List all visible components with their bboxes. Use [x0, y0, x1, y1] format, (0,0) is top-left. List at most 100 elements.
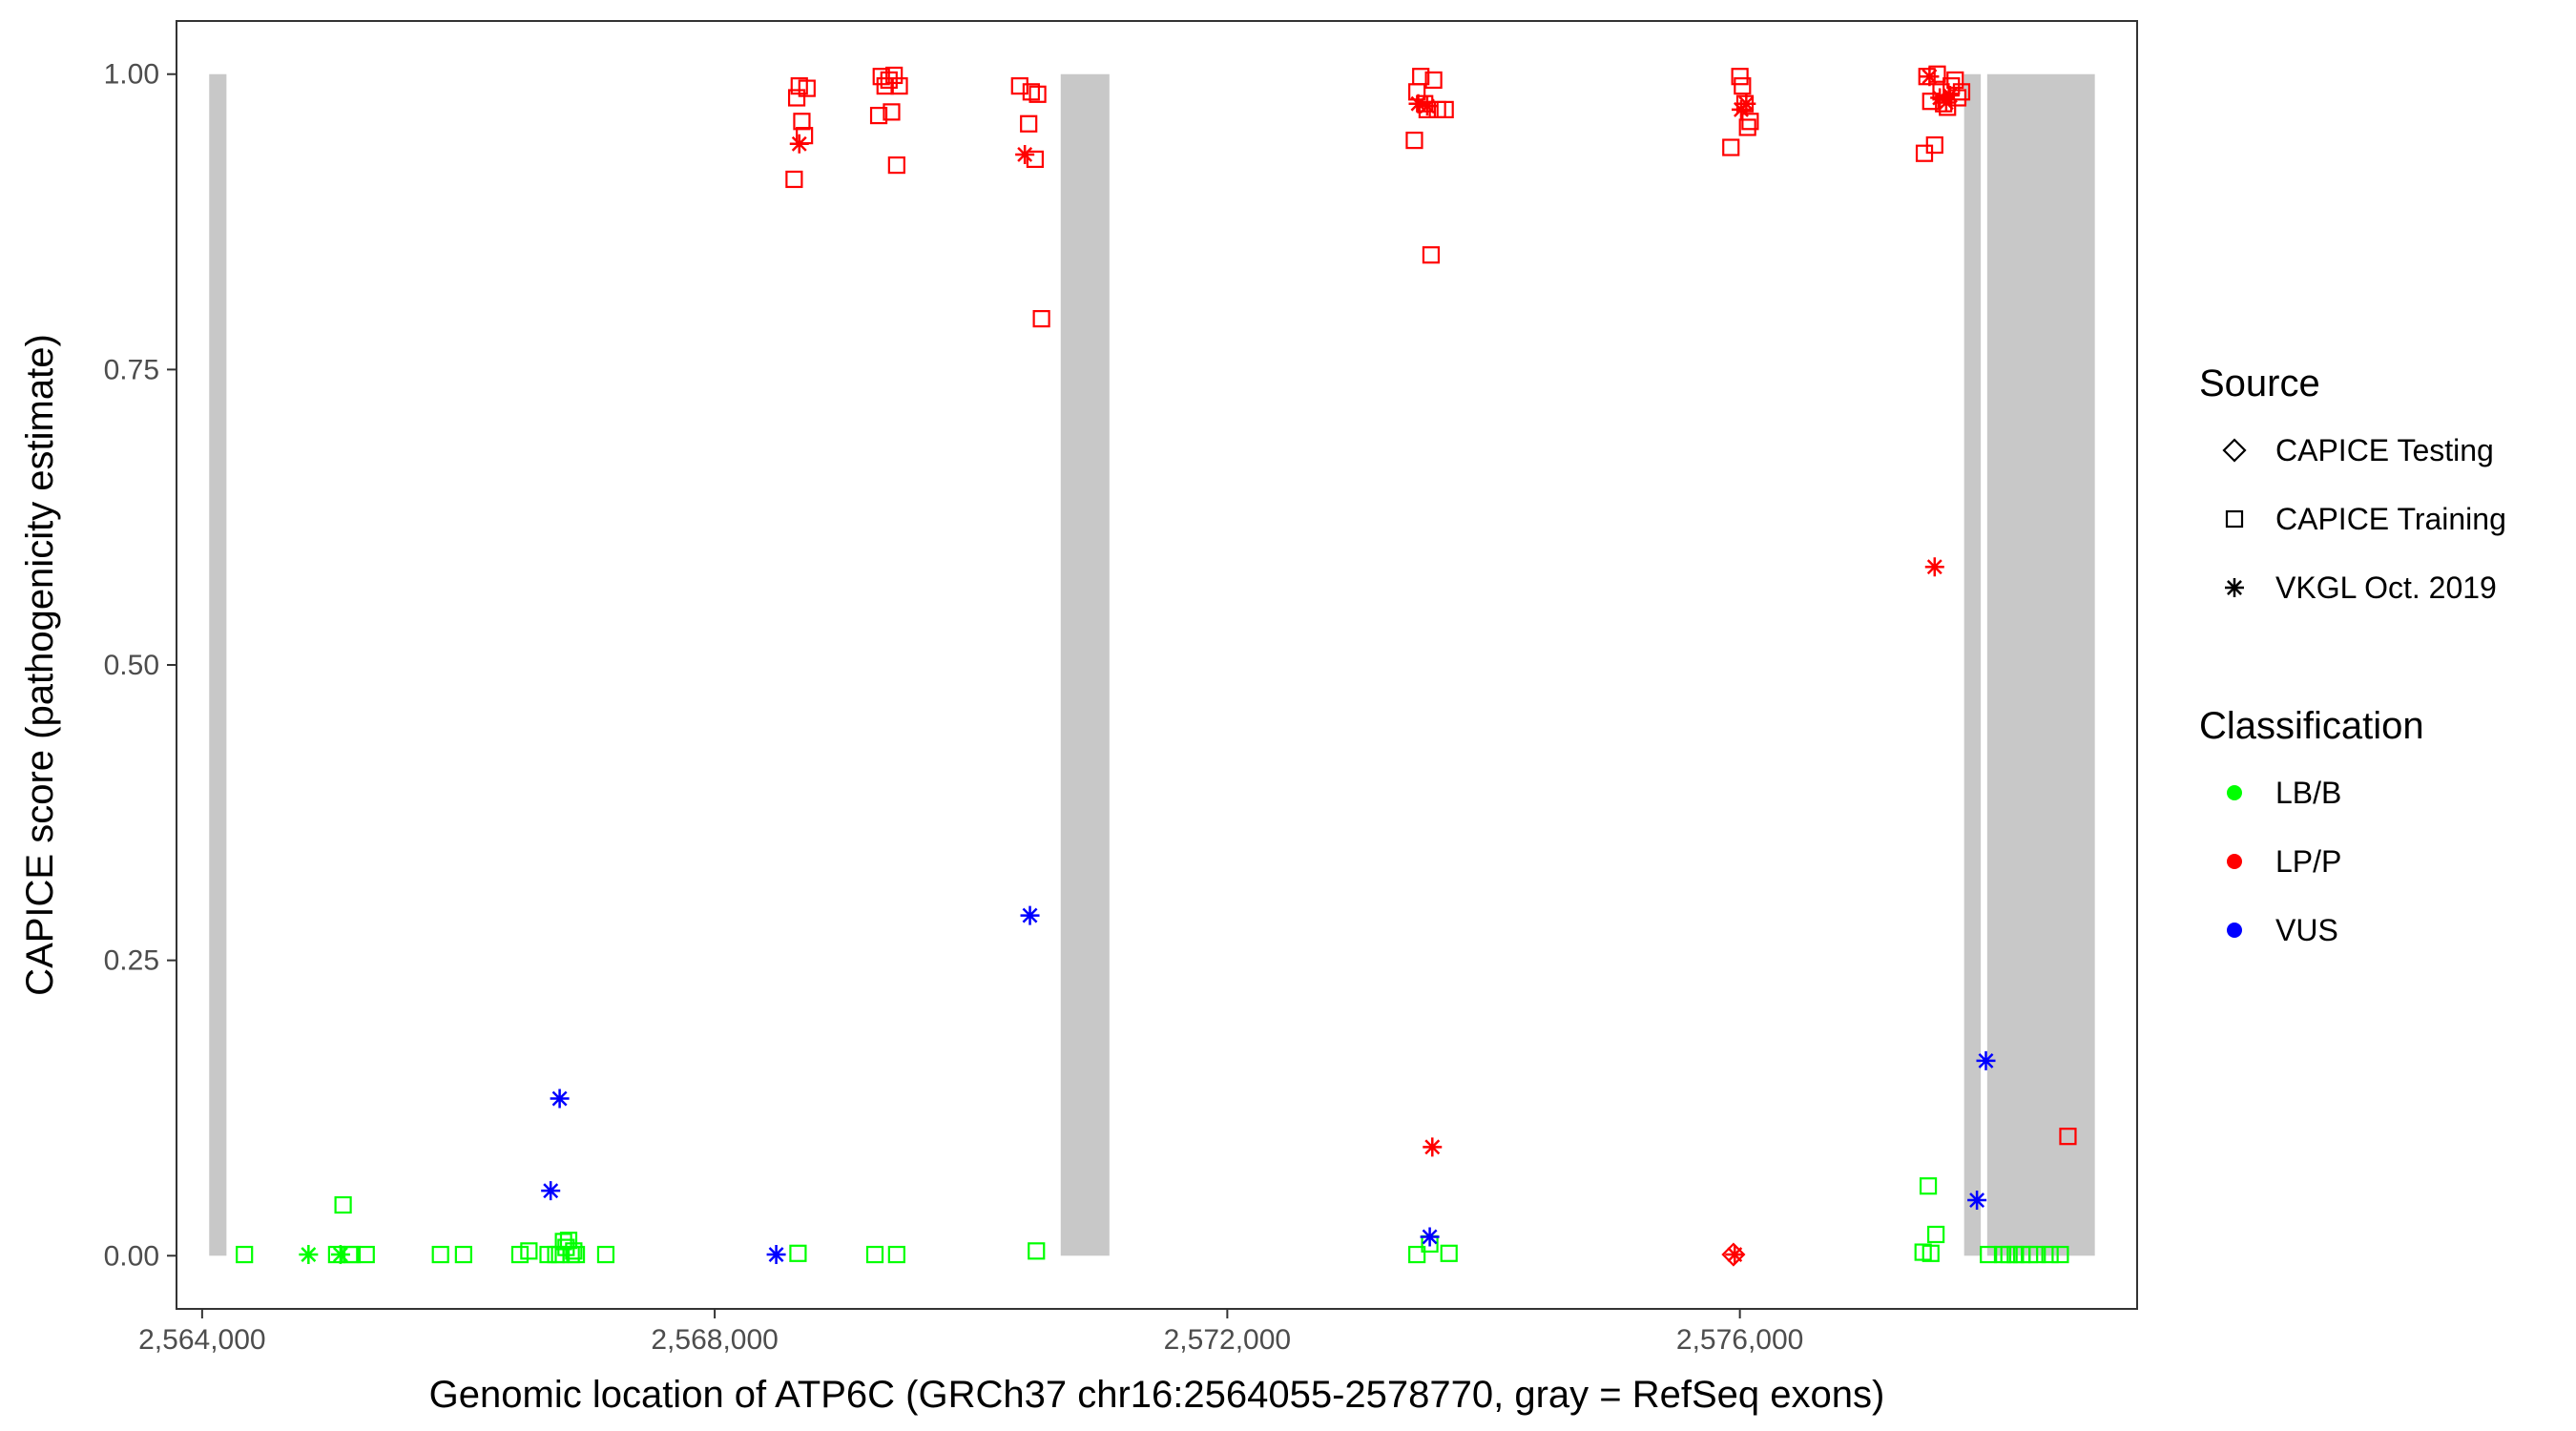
data-point: [431, 1245, 449, 1264]
legend-key-dot: [2227, 923, 2242, 938]
data-point: [1980, 1245, 1998, 1264]
data-point: [1721, 1242, 1746, 1267]
y-tick-label: 0.50: [104, 650, 159, 681]
data-point: [330, 1245, 350, 1265]
legend-key-diamond: [2222, 438, 2247, 463]
legend-label: CAPICE Training: [2275, 502, 2506, 536]
data-point: [1412, 68, 1430, 86]
data-point: [550, 1089, 570, 1109]
data-point: [1417, 96, 1437, 116]
data-point: [885, 66, 904, 85]
data-point: [454, 1245, 472, 1264]
data-point: [1738, 118, 1756, 136]
data-point: [1725, 1245, 1745, 1265]
data-point: [883, 103, 901, 121]
data-point: [887, 1245, 905, 1264]
data-point: [793, 113, 811, 131]
data-point: [1925, 135, 1943, 155]
data-point: [876, 77, 894, 95]
data-point: [1026, 150, 1045, 169]
data-point: [798, 79, 816, 97]
data-point: [787, 89, 806, 107]
data-point: [2059, 1128, 2077, 1146]
data-point: [1976, 1050, 1996, 1070]
y-tick-label: 0.00: [104, 1240, 159, 1272]
data-point: [299, 1245, 319, 1265]
data-point: [785, 170, 803, 189]
data-point: [567, 1245, 586, 1264]
data-point: [1405, 131, 1423, 150]
data-point: [1010, 77, 1028, 95]
data-point: [1936, 93, 1956, 113]
data-point: [520, 1242, 538, 1260]
y-tick-label: 0.25: [104, 945, 159, 977]
y-tick-label: 1.00: [104, 59, 159, 91]
data-point: [2051, 1245, 2069, 1264]
x-tick-label: 2,572,000: [1164, 1324, 1291, 1356]
data-point: [1408, 1245, 1426, 1264]
data-point: [1423, 1137, 1443, 1157]
data-point: [1420, 1227, 1440, 1247]
data-point: [596, 1245, 615, 1264]
data-point: [1940, 86, 1960, 106]
y-tick-label: 0.75: [104, 354, 159, 385]
data-point: [1919, 1177, 1938, 1195]
data-point: [1924, 557, 1944, 577]
data-point: [1422, 246, 1441, 264]
legend-title: Classification: [2199, 705, 2424, 747]
legend-key-square: [2225, 509, 2244, 529]
data-point: [1920, 67, 1940, 87]
data-point: [1946, 71, 1964, 90]
legend-key-dot: [2227, 854, 2242, 869]
data-point: [541, 1181, 561, 1201]
x-tick-label: 2,564,000: [138, 1324, 265, 1356]
data-point: [890, 77, 908, 95]
data-point: [887, 156, 905, 175]
data-point: [1424, 71, 1443, 90]
data-point: [1015, 144, 1035, 164]
legend: Source CAPICE Testing CAPICE Training VKGL …: [2199, 363, 2506, 947]
data-point: [789, 1244, 807, 1262]
legend-label: LP/P: [2275, 844, 2341, 879]
data-point: [1408, 93, 1428, 114]
x-tick-label: 2,568,000: [651, 1324, 778, 1356]
data-point: [1922, 1244, 1940, 1262]
exon-band-1: [209, 73, 227, 1256]
legend-label: VKGL Oct. 2019: [2275, 570, 2497, 605]
data-point: [1020, 905, 1040, 925]
data-point: [1731, 68, 1749, 86]
data-point: [1028, 85, 1047, 103]
legend-label: VUS: [2275, 913, 2338, 947]
data-point: [869, 106, 888, 125]
y-axis-title: CAPICE score (pathogenicity estimate): [19, 334, 61, 996]
legend-label: CAPICE Testing: [2275, 433, 2494, 467]
data-point: [1032, 310, 1050, 328]
data-point: [2028, 1245, 2046, 1264]
data-point: [1436, 100, 1454, 118]
data-points: [236, 65, 2077, 1267]
data-point: [1440, 1244, 1458, 1262]
data-point: [1967, 1191, 1987, 1211]
legend-title: Source: [2199, 363, 2320, 404]
data-point: [357, 1245, 375, 1264]
data-point: [1028, 1242, 1046, 1260]
exon-bands: [209, 73, 2095, 1256]
legend-label: LB/B: [2275, 776, 2341, 810]
exon-band-2: [1060, 73, 1110, 1256]
data-point: [1734, 77, 1752, 95]
data-point: [2041, 1245, 2059, 1264]
legend-key-asterisk: [2225, 578, 2244, 597]
legend-key-dot: [2227, 785, 2242, 800]
exon-band-4: [1986, 73, 2095, 1256]
x-axis-title: Genomic location of ATP6C (GRCh37 chr16:…: [429, 1374, 1885, 1416]
x-axis: 2,564,000 2,568,000 2,572,000 2,576,000: [138, 1309, 1803, 1356]
data-point: [880, 71, 898, 90]
exon-band-3: [1963, 73, 1982, 1256]
data-point: [865, 1245, 884, 1264]
data-point: [1020, 114, 1038, 133]
data-point: [1022, 83, 1040, 101]
data-point: [789, 134, 809, 154]
data-point: [1736, 93, 1756, 114]
